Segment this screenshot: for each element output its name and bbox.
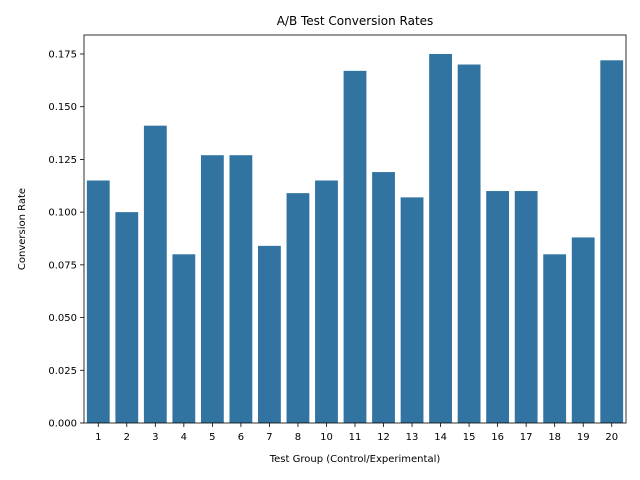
bar-19	[571, 237, 595, 423]
bar-11	[343, 70, 367, 423]
x-tick-label: 20	[605, 432, 618, 443]
y-tick-label: 0.000	[48, 419, 77, 430]
bar-3	[143, 125, 167, 424]
x-axis-ticks: 1 2 3 4 5 6 7 8 10 11 12 13 14 15 16 17 18 19 20	[95, 423, 618, 443]
bar-1	[86, 180, 110, 423]
x-tick-label: 8	[295, 432, 301, 443]
bar-17	[514, 191, 538, 423]
axes-frame	[83, 34, 627, 424]
x-tick-label: 1	[95, 432, 101, 443]
y-tick-label: 0.075	[48, 260, 77, 271]
x-tick-label: 2	[124, 432, 130, 443]
x-tick-label: 15	[463, 432, 476, 443]
bar-2	[115, 212, 139, 423]
y-tick-label: 0.100	[48, 208, 77, 219]
plot-frame	[83, 34, 627, 424]
bar-13	[400, 197, 424, 423]
x-tick-label: 12	[377, 432, 390, 443]
x-axis-label: Test Group (Control/Experimental)	[269, 454, 441, 465]
bar-16	[486, 191, 510, 423]
bar-15	[457, 64, 481, 424]
x-tick-label: 16	[491, 432, 504, 443]
bar-8	[286, 193, 310, 423]
bar-10	[315, 180, 338, 423]
bar-14	[429, 53, 452, 423]
x-tick-label: 5	[209, 432, 215, 443]
bar-20	[600, 60, 624, 424]
y-tick-label: 0.175	[48, 49, 77, 60]
x-tick-label: 3	[152, 432, 158, 443]
bar-6	[229, 155, 253, 423]
y-tick-label: 0.125	[48, 155, 77, 166]
y-tick-label: 0.150	[48, 102, 77, 113]
x-tick-label: 18	[548, 432, 561, 443]
bar-4	[172, 254, 196, 423]
x-tick-label: 4	[181, 432, 187, 443]
x-tick-label: 11	[349, 432, 362, 443]
bar-7	[258, 245, 281, 423]
x-tick-label: 14	[434, 432, 447, 443]
x-tick-label: 6	[238, 432, 244, 443]
y-axis-label: Conversion Rate	[17, 188, 28, 270]
x-tick-label: 7	[266, 432, 272, 443]
y-tick-label: 0.050	[48, 313, 77, 324]
bar-12	[372, 172, 395, 423]
x-tick-label: 17	[520, 432, 533, 443]
bars-group	[86, 53, 624, 424]
y-axis-ticks: 0.000 0.025 0.050 0.075 0.100 0.125 0.150 0.175	[48, 49, 84, 430]
chart-title: A/B Test Conversion Rates	[277, 14, 434, 28]
bar-18	[543, 254, 567, 423]
y-tick-label: 0.025	[48, 366, 77, 377]
x-tick-label: 19	[577, 432, 590, 443]
x-tick-label: 13	[406, 432, 419, 443]
bar-5	[200, 155, 224, 423]
x-tick-label: 10	[320, 432, 333, 443]
